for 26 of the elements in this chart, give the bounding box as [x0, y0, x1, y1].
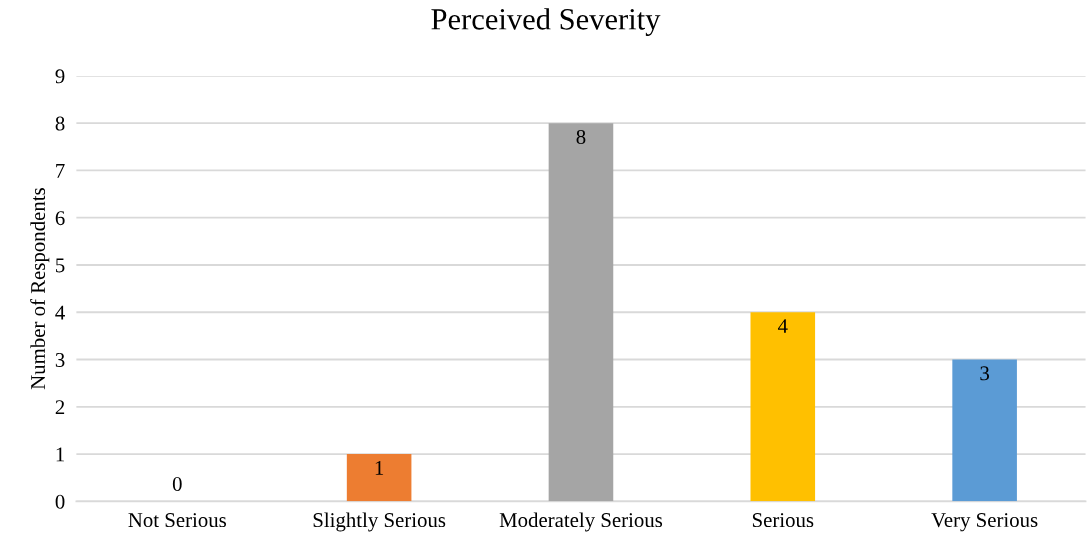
- data-label: 8: [576, 129, 586, 144]
- x-tick-label: Very Serious: [931, 513, 1038, 532]
- y-tick-label: 0: [55, 494, 65, 509]
- data-label: 0: [172, 476, 182, 491]
- data-label: 4: [777, 319, 788, 333]
- y-tick-label: 2: [55, 400, 65, 415]
- y-tick-label: 5: [56, 258, 65, 273]
- data-label: 3: [980, 366, 990, 381]
- chart-title: Perceived Severity: [431, 8, 661, 36]
- y-tick-label: 4: [55, 305, 65, 320]
- y-tick-label: 9: [55, 69, 65, 84]
- bar: [750, 312, 816, 502]
- y-tick-label: 1: [56, 447, 65, 462]
- x-tick-label: Not Serious: [128, 513, 227, 528]
- data-label: 1: [375, 460, 384, 475]
- bar: [346, 454, 412, 502]
- y-tick-label: 8: [55, 116, 65, 131]
- y-tick-label: 3: [55, 352, 65, 367]
- y-tick-label: 7: [56, 164, 65, 178]
- bar: [952, 359, 1017, 502]
- bar: [548, 123, 614, 502]
- x-tick-label: Moderately Serious: [499, 512, 663, 532]
- y-tick-label: 6: [55, 211, 65, 226]
- x-tick-label: Serious: [752, 513, 814, 528]
- x-tick-label: Slightly Serious: [313, 512, 446, 532]
- y-axis-title: Number of Respondents: [30, 188, 50, 390]
